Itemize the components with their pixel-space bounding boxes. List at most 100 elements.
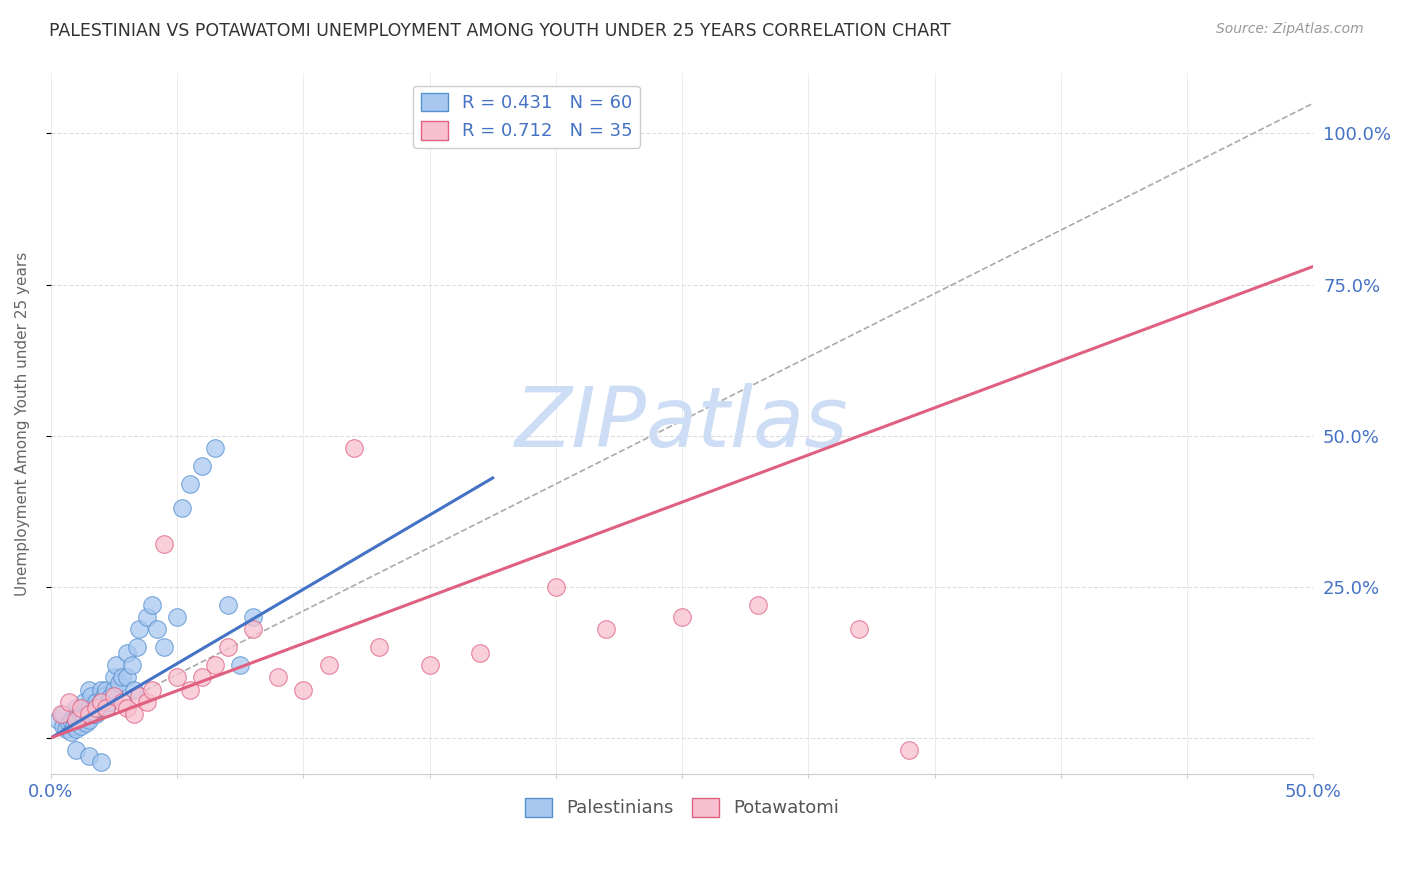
Point — [77, 700, 100, 714]
Point — [135, 610, 157, 624]
Point — [204, 441, 226, 455]
Point — [121, 658, 143, 673]
Point — [90, 695, 112, 709]
Point — [368, 640, 391, 655]
Text: ZIPatlas: ZIPatlas — [515, 383, 849, 464]
Point — [122, 682, 145, 697]
Point — [848, 622, 870, 636]
Point — [153, 640, 176, 655]
Point — [141, 682, 163, 697]
Point — [60, 713, 83, 727]
Point — [55, 722, 77, 736]
Point — [58, 695, 80, 709]
Point — [77, 706, 100, 721]
Point — [153, 537, 176, 551]
Point — [83, 700, 105, 714]
Point — [419, 658, 441, 673]
Point — [110, 670, 132, 684]
Point — [172, 501, 194, 516]
Point — [97, 695, 120, 709]
Point — [217, 640, 239, 655]
Point — [128, 622, 150, 636]
Point — [52, 719, 75, 733]
Point — [90, 682, 112, 697]
Point — [103, 682, 125, 697]
Y-axis label: Unemployment Among Youth under 25 years: Unemployment Among Youth under 25 years — [15, 252, 30, 596]
Point — [84, 700, 107, 714]
Point — [122, 706, 145, 721]
Point — [48, 713, 70, 727]
Point — [65, 722, 87, 736]
Point — [60, 724, 83, 739]
Point — [191, 458, 214, 473]
Point — [217, 598, 239, 612]
Point — [96, 700, 118, 714]
Point — [343, 441, 366, 455]
Point — [115, 700, 138, 714]
Point — [100, 689, 122, 703]
Point — [179, 682, 201, 697]
Point — [72, 695, 94, 709]
Point — [70, 719, 93, 733]
Point — [65, 743, 87, 757]
Point — [65, 713, 87, 727]
Point — [62, 719, 84, 733]
Point — [103, 689, 125, 703]
Point — [292, 682, 315, 697]
Point — [70, 706, 93, 721]
Point — [62, 709, 84, 723]
Point — [96, 700, 118, 714]
Point — [49, 706, 72, 721]
Point — [671, 610, 693, 624]
Point — [146, 622, 169, 636]
Point — [110, 695, 132, 709]
Point — [87, 700, 110, 714]
Point — [898, 743, 921, 757]
Point — [83, 706, 105, 721]
Point — [103, 670, 125, 684]
Point — [65, 700, 87, 714]
Point — [77, 713, 100, 727]
Point — [747, 598, 769, 612]
Point — [204, 658, 226, 673]
Point — [166, 670, 188, 684]
Point — [595, 622, 617, 636]
Point — [90, 755, 112, 769]
Point — [58, 715, 80, 730]
Point — [93, 689, 115, 703]
Point — [84, 706, 107, 721]
Point — [141, 598, 163, 612]
Point — [108, 676, 131, 690]
Point — [242, 610, 264, 624]
Point — [179, 477, 201, 491]
Point — [80, 689, 103, 703]
Point — [84, 695, 107, 709]
Point — [544, 580, 567, 594]
Text: PALESTINIAN VS POTAWATOMI UNEMPLOYMENT AMONG YOUTH UNDER 25 YEARS CORRELATION CH: PALESTINIAN VS POTAWATOMI UNEMPLOYMENT A… — [49, 22, 950, 40]
Point — [65, 706, 87, 721]
Point — [242, 622, 264, 636]
Point — [267, 670, 290, 684]
Point — [77, 682, 100, 697]
Point — [75, 715, 97, 730]
Point — [318, 658, 340, 673]
Text: Source: ZipAtlas.com: Source: ZipAtlas.com — [1216, 22, 1364, 37]
Legend: Palestinians, Potawatomi: Palestinians, Potawatomi — [517, 791, 846, 825]
Point — [96, 682, 118, 697]
Point — [166, 610, 188, 624]
Point — [128, 689, 150, 703]
Point — [70, 700, 93, 714]
Point — [52, 706, 75, 721]
Point — [115, 646, 138, 660]
Point — [135, 695, 157, 709]
Point — [105, 658, 128, 673]
Point — [125, 640, 148, 655]
Point — [65, 713, 87, 727]
Point — [90, 695, 112, 709]
Point — [229, 658, 252, 673]
Point — [115, 670, 138, 684]
Point — [72, 709, 94, 723]
Point — [77, 749, 100, 764]
Point — [468, 646, 491, 660]
Point — [191, 670, 214, 684]
